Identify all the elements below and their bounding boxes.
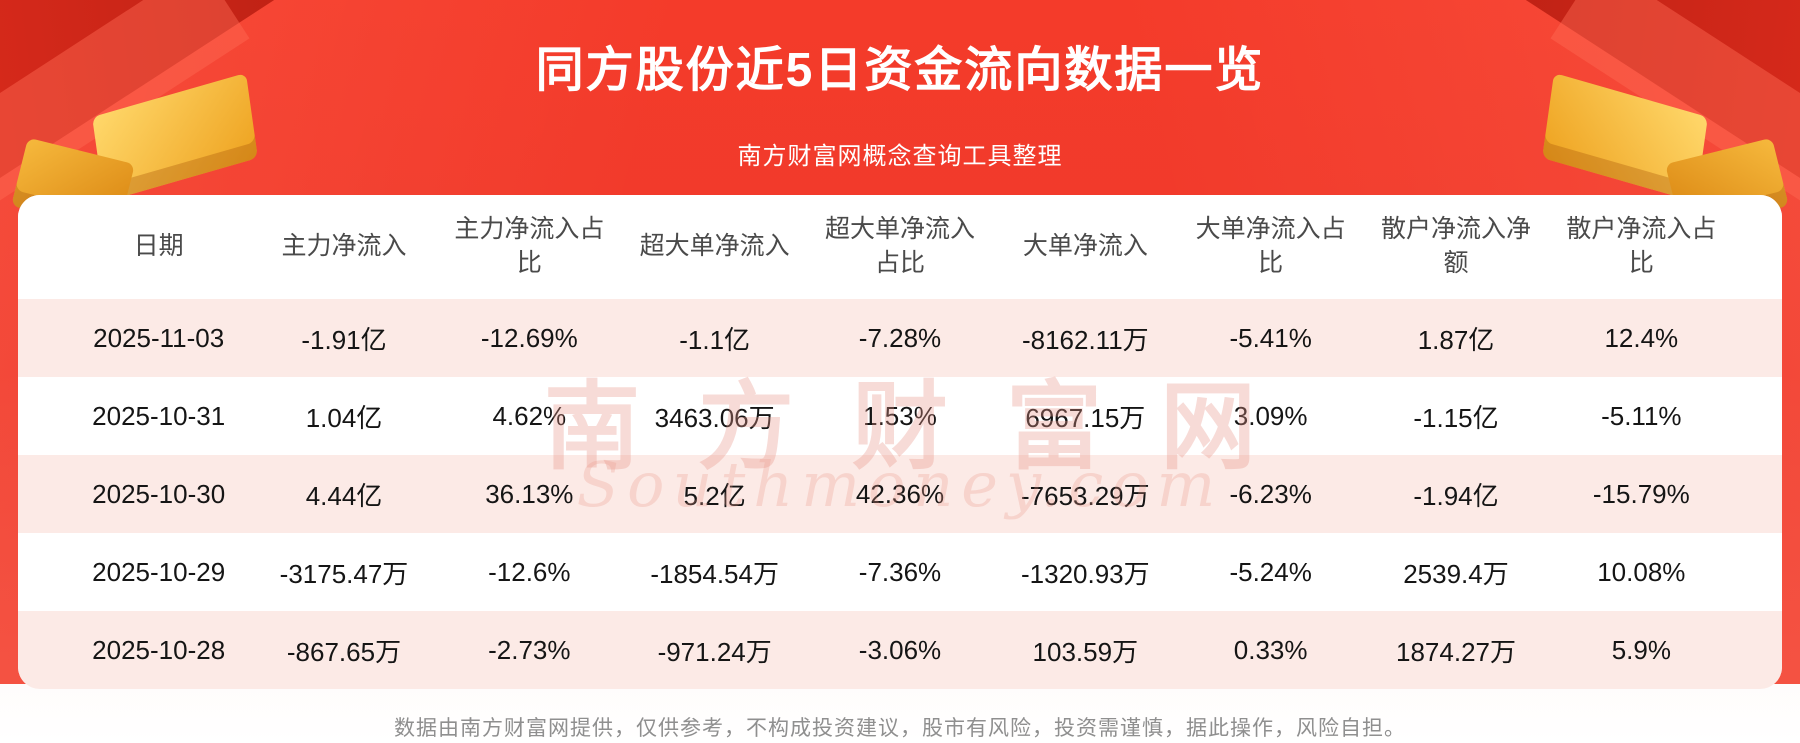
table-cell: -1.15亿 bbox=[1413, 402, 1499, 433]
table-cell: 2025-10-31 bbox=[92, 400, 226, 431]
table-cell: -1320.93万 bbox=[1020, 558, 1150, 589]
table-cell: 1.87亿 bbox=[1417, 324, 1495, 355]
table-cell: 6967.15万 bbox=[1025, 402, 1146, 433]
page-title: 同方股份近5日资金流向数据一览 bbox=[535, 44, 1265, 97]
table-cell: 2025-10-28 bbox=[92, 634, 226, 665]
table-cell: -7.36% bbox=[858, 556, 942, 587]
table-cell: 2025-10-29 bbox=[92, 556, 226, 587]
column-header: 主力净流入占比 bbox=[454, 215, 605, 277]
page-subtitle: 南方财富网概念查询工具整理 bbox=[737, 143, 1063, 170]
table-header-row: 日期 主力净流入 主力净流入占比 超大单净流入 超大单净流入占比 大单净流入 大单净流入占比… bbox=[18, 195, 1782, 299]
table-cell: -3175.47万 bbox=[279, 558, 409, 589]
table-cell: -1.1亿 bbox=[679, 324, 751, 355]
table-cell: 1.04亿 bbox=[305, 402, 383, 433]
table-cell: -15.79% bbox=[1592, 478, 1690, 509]
table-cell: 10.08% bbox=[1597, 556, 1686, 587]
table-cell: -12.6% bbox=[488, 556, 571, 587]
table-cell: 2539.4万 bbox=[1403, 558, 1509, 589]
table-cell: -5.24% bbox=[1229, 556, 1312, 587]
table-cell: -12.69% bbox=[480, 322, 578, 353]
table-cell: 36.13% bbox=[485, 478, 574, 509]
column-header: 散户净流入净额 bbox=[1380, 215, 1531, 277]
table-cell: 2025-11-03 bbox=[93, 322, 225, 353]
table-cell: 1874.27万 bbox=[1396, 636, 1516, 667]
table-row: 2025-10-29 -3175.47万 -12.6% -1854.54万 -7.36%… bbox=[18, 533, 1782, 611]
table-cell: -7653.29万 bbox=[1020, 480, 1150, 511]
data-card: 日期 主力净流入 主力净流入占比 超大单净流入 超大单净流入占比 大单净流入 大单净流入占比… bbox=[18, 195, 1782, 689]
table-cell: -8162.11万 bbox=[1021, 324, 1149, 355]
table-cell: 1.53% bbox=[863, 400, 937, 431]
fund-flow-table: 日期 主力净流入 主力净流入占比 超大单净流入 超大单净流入占比 大单净流入 大单净流入占比… bbox=[18, 195, 1782, 689]
table-cell: 42.36% bbox=[855, 478, 945, 509]
table-row: 2025-10-31 1.04亿 4.62% 3463.06万 1.53% 6967.15… bbox=[18, 377, 1782, 455]
table-cell: 3463.06万 bbox=[654, 402, 775, 433]
table-cell: 5.9% bbox=[1611, 634, 1671, 665]
column-header: 主力净流入 bbox=[281, 232, 407, 261]
column-header: 超大单净流入占比 bbox=[824, 215, 975, 277]
table-cell: -1854.54万 bbox=[650, 558, 779, 589]
table-cell: -1.94亿 bbox=[1413, 480, 1499, 511]
table-cell: 103.59万 bbox=[1032, 636, 1139, 667]
table-cell: -5.41% bbox=[1229, 322, 1312, 353]
table-row: 2025-10-28 -867.65万 -2.73% -971.24万 -3.06% 10… bbox=[18, 611, 1782, 689]
table-cell: -971.24万 bbox=[657, 636, 772, 667]
table-cell: -3.06% bbox=[858, 634, 942, 665]
table-row: 2025-11-03 -1.91亿 -12.69% -1.1亿 -7.28% -8162.… bbox=[18, 299, 1782, 377]
table-cell: -5.11% bbox=[1601, 400, 1682, 431]
table-cell: 3.09% bbox=[1233, 400, 1308, 431]
column-header: 大单净流入占比 bbox=[1195, 215, 1346, 277]
table-cell: 12.4% bbox=[1604, 322, 1679, 353]
table-cell: -2.73% bbox=[488, 634, 571, 665]
table-cell: -7.28% bbox=[858, 322, 942, 353]
table-cell: 4.62% bbox=[492, 400, 567, 431]
table-cell: 0.33% bbox=[1233, 634, 1308, 665]
table-cell: 5.2亿 bbox=[683, 480, 746, 511]
column-header: 散户净流入占比 bbox=[1566, 215, 1717, 277]
table-row: 2025-10-30 4.44亿 36.13% 5.2亿 42.36% -7653.29万… bbox=[18, 455, 1782, 533]
table-cell: 2025-10-30 bbox=[92, 478, 226, 509]
column-header: 超大单净流入 bbox=[639, 232, 790, 261]
table-cell: -867.65万 bbox=[286, 636, 402, 667]
column-header: 日期 bbox=[133, 232, 184, 261]
table-cell: -1.91亿 bbox=[301, 324, 387, 355]
column-header: 大单净流入 bbox=[1022, 232, 1148, 261]
table-cell: 4.44亿 bbox=[305, 480, 383, 511]
footer-disclaimer: 数据由南方财富网提供，仅供参考，不构成投资建议，股市有风险，投资需谨慎，据此操作… bbox=[394, 717, 1406, 740]
table-cell: -6.23% bbox=[1229, 478, 1312, 509]
